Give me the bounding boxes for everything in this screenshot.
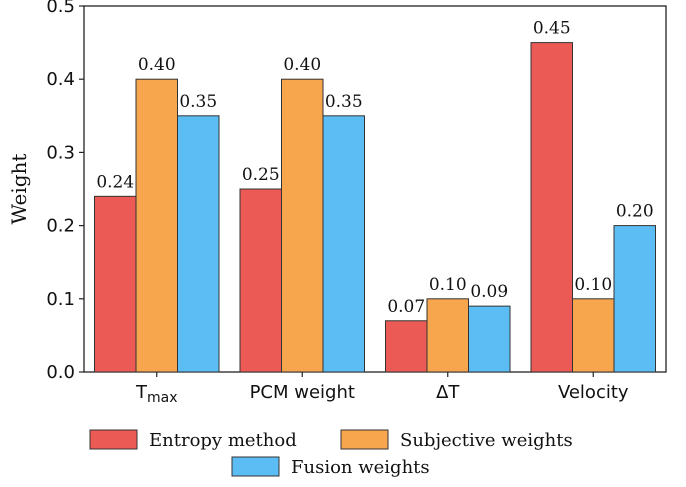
y-tick-label: 0.4 — [46, 69, 75, 90]
bar-fusion-weights — [322, 115, 365, 373]
y-tick-label: 0.5 — [46, 0, 75, 17]
y-tick-label: 0.0 — [46, 362, 75, 383]
data-label: 0.40 — [283, 55, 321, 75]
data-label: 0.10 — [574, 275, 612, 295]
x-tick-label-main: T — [135, 382, 148, 403]
x-tick-label: ΔT — [436, 382, 460, 403]
legend-swatch-entropy-method — [89, 429, 138, 450]
x-tick-label: PCM weight — [250, 382, 355, 403]
bar-entropy-method — [239, 188, 282, 373]
data-label: 0.35 — [325, 92, 363, 112]
x-tick-label: Velocity — [558, 382, 629, 403]
legend-label: Subjective weights — [400, 430, 573, 451]
bar-fusion-weights — [468, 305, 511, 373]
legend-swatch-subjective-weights — [340, 429, 389, 450]
bar-entropy-method — [94, 195, 137, 373]
legend-label: Fusion weights — [291, 457, 430, 478]
data-label: 0.07 — [387, 297, 425, 317]
data-label: 0.35 — [179, 92, 217, 112]
bar-subjective-weights — [281, 78, 324, 373]
plot-frame — [83, 5, 667, 373]
bar-entropy-method — [530, 42, 573, 373]
bar-entropy-method — [385, 320, 428, 373]
bar-subjective-weights — [426, 298, 469, 373]
legend-label: Entropy method — [149, 430, 297, 451]
legend: Entropy method Subjective weights Fusion w… — [89, 429, 573, 478]
x-tick-label-subscript: max — [147, 390, 178, 406]
y-axis-title: Weight — [7, 154, 31, 225]
data-label: 0.25 — [242, 165, 280, 185]
x-tick-label: Tmax — [135, 382, 178, 406]
bar-fusion-weights — [613, 225, 656, 373]
x-tick-label-main: PCM weight — [250, 382, 355, 403]
data-label: 0.45 — [533, 19, 571, 39]
data-label: 0.09 — [470, 282, 508, 302]
data-label: 0.40 — [138, 55, 176, 75]
data-label: 0.20 — [616, 202, 654, 222]
legend-swatch-fusion-weights — [231, 456, 280, 477]
data-label: 0.10 — [429, 275, 467, 295]
bar-subjective-weights — [572, 298, 615, 373]
bar-fusion-weights — [177, 115, 220, 373]
y-tick-label: 0.1 — [46, 289, 75, 310]
data-label: 0.24 — [96, 172, 134, 192]
x-tick-label-main: ΔT — [436, 382, 460, 403]
y-tick-label: 0.2 — [46, 216, 75, 237]
x-tick-label-main: Velocity — [558, 382, 629, 403]
y-tick-label: 0.3 — [46, 142, 75, 163]
bar-subjective-weights — [135, 78, 178, 373]
